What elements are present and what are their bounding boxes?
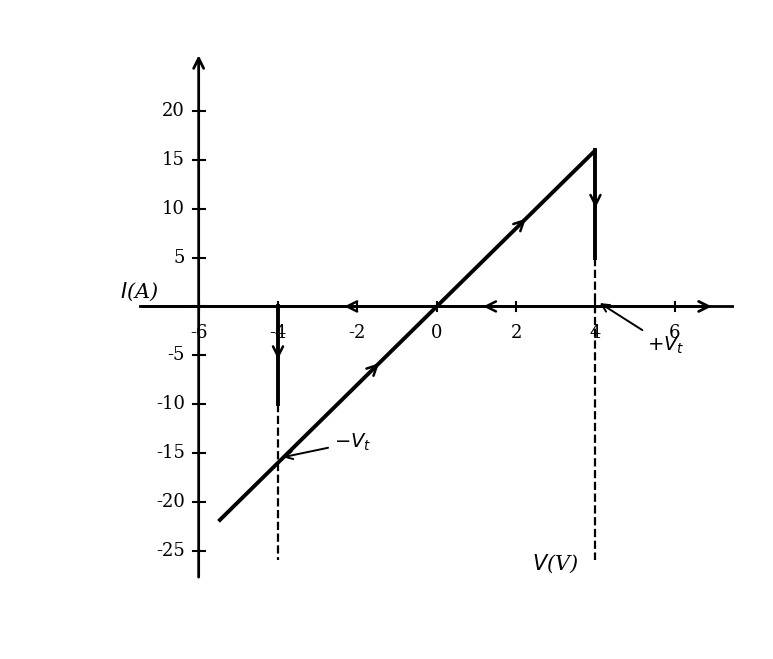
- Text: $V$(V): $V$(V): [533, 553, 579, 575]
- Text: 4: 4: [590, 324, 601, 342]
- Text: $I$(A): $I$(A): [121, 281, 159, 303]
- Text: -25: -25: [156, 542, 185, 559]
- Text: 20: 20: [162, 102, 185, 120]
- Text: 6: 6: [669, 324, 680, 342]
- Text: 0: 0: [431, 324, 442, 342]
- Text: 2: 2: [510, 324, 522, 342]
- Text: -2: -2: [349, 324, 366, 342]
- Text: 10: 10: [162, 200, 185, 217]
- Text: $-V_t$: $-V_t$: [285, 432, 371, 459]
- Text: $+V_t$: $+V_t$: [601, 304, 685, 356]
- Text: -5: -5: [168, 346, 185, 364]
- Text: -4: -4: [269, 324, 287, 342]
- Text: 5: 5: [173, 248, 185, 267]
- Text: -10: -10: [156, 395, 185, 413]
- Text: 15: 15: [162, 151, 185, 169]
- Text: -6: -6: [190, 324, 207, 342]
- Text: -20: -20: [156, 493, 185, 511]
- Text: -15: -15: [156, 444, 185, 462]
